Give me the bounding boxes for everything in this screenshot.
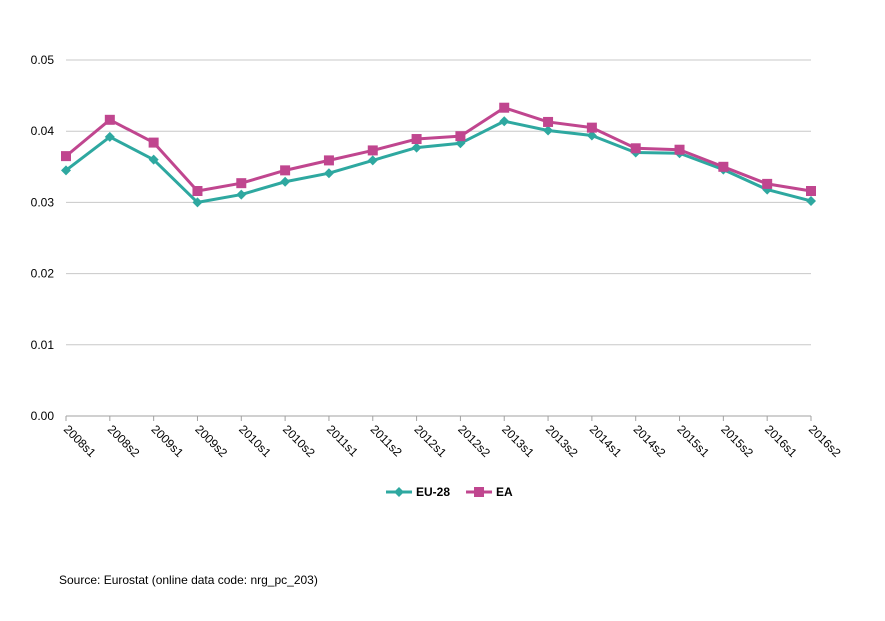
x-tick-label: 2010s2: [280, 422, 318, 460]
data-point-eu-28: [148, 154, 159, 165]
x-tick-label: 2009s2: [192, 422, 230, 460]
x-tick-label: 2014s2: [631, 422, 669, 460]
legend: EU-28 EA: [386, 485, 513, 499]
legend-marker: [394, 487, 404, 497]
x-tick-label: 2012s2: [455, 422, 493, 460]
series-line-ea: [65, 106, 812, 193]
series-line-eu-28: [65, 119, 812, 204]
y-axis-ticks: 0.00 0.01 0.02 0.03 0.04 0.05: [31, 53, 55, 423]
data-point-ea: [455, 131, 466, 142]
x-tick-label: 2015s2: [718, 422, 756, 460]
data-point-eu-28: [236, 189, 247, 200]
legend-label: EA: [496, 485, 513, 499]
data-point-eu-28: [61, 165, 71, 176]
x-tick-label: 2015s1: [674, 422, 712, 460]
x-tick-label: 2011s1: [324, 422, 361, 459]
x-tick-label: 2016s1: [762, 422, 800, 460]
data-point-ea: [192, 186, 203, 197]
series-lines: [61, 102, 816, 208]
data-point-ea: [718, 161, 729, 172]
data-point-eu-28: [411, 142, 422, 153]
data-point-eu-28: [192, 197, 203, 208]
x-tick-label: 2010s1: [236, 422, 274, 460]
y-tick-label: 0.05: [31, 53, 55, 67]
y-tick-label: 0.00: [31, 409, 55, 423]
data-point-eu-28: [499, 116, 510, 127]
data-point-ea: [61, 151, 71, 162]
x-tick-label: 2012s1: [411, 422, 449, 460]
legend-marker: [474, 487, 485, 497]
data-point-eu-28: [586, 130, 597, 141]
data-point-eu-28: [104, 131, 115, 142]
data-point-ea: [543, 116, 554, 127]
x-tick-label: 2016s2: [806, 422, 844, 460]
x-axis: [65, 415, 812, 421]
data-point-eu-28: [323, 168, 334, 179]
data-point-ea: [323, 155, 334, 166]
data-point-eu-28: [806, 195, 816, 206]
y-tick-label: 0.01: [31, 338, 55, 352]
data-point-eu-28: [543, 125, 554, 136]
data-point-eu-28: [280, 176, 291, 187]
y-tick-label: 0.03: [31, 195, 55, 209]
data-point-ea: [367, 145, 378, 156]
source-note: Source: Eurostat (online data code: nrg_…: [59, 573, 318, 587]
x-tick-label: 2014s1: [587, 422, 625, 460]
data-point-ea: [411, 134, 422, 145]
data-point-ea: [674, 144, 685, 155]
x-tick-label: 2008s1: [61, 422, 99, 460]
data-point-ea: [236, 178, 247, 189]
y-tick-label: 0.02: [31, 267, 55, 281]
x-axis-ticks: 2008s1 2008s2 2009s1 2009s2 2010s1 2010s2 2011…: [61, 422, 844, 460]
legend-label: EU-28: [416, 485, 450, 499]
data-point-ea: [762, 178, 773, 189]
data-point-eu-28: [367, 155, 378, 166]
data-point-ea: [104, 114, 115, 125]
data-point-ea: [148, 137, 159, 148]
x-tick-label: 2013s1: [499, 422, 537, 460]
x-tick-label: 2013s2: [543, 422, 581, 460]
data-point-ea: [806, 186, 816, 197]
x-tick-label: 2011s2: [368, 422, 405, 459]
y-tick-label: 0.04: [31, 124, 55, 138]
data-point-ea: [586, 122, 597, 133]
data-point-ea: [280, 165, 291, 176]
gridlines: [66, 59, 811, 346]
data-point-ea: [630, 143, 641, 154]
data-point-ea: [499, 102, 510, 113]
x-tick-label: 2009s1: [149, 422, 187, 460]
x-tick-label: 2008s2: [105, 422, 143, 460]
